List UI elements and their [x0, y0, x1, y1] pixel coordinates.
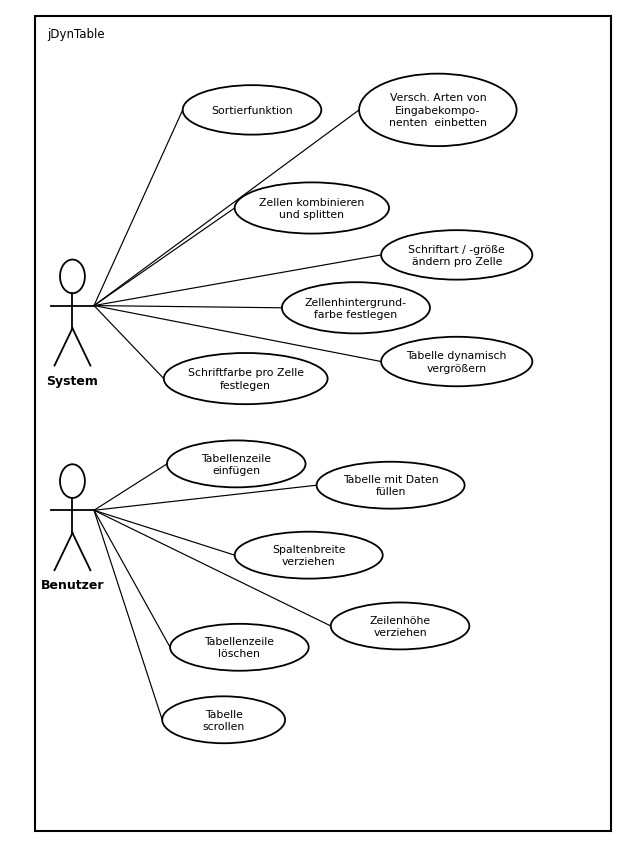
Text: Tabellenzeile
löschen: Tabellenzeile löschen: [204, 636, 275, 659]
Text: Zeilenhöhe
verziehen: Zeilenhöhe verziehen: [369, 615, 431, 637]
Text: Tabelle dynamisch
vergrößern: Tabelle dynamisch vergrößern: [406, 351, 507, 373]
Text: Schriftart / -größe
ändern pro Zelle: Schriftart / -größe ändern pro Zelle: [408, 245, 505, 267]
Text: Schriftfarbe pro Zelle
festlegen: Schriftfarbe pro Zelle festlegen: [188, 368, 304, 390]
Text: Versch. Arten von
Eingabekompo-
nenten  einbetten: Versch. Arten von Eingabekompo- nenten e…: [389, 94, 487, 128]
Text: jDynTable: jDynTable: [47, 28, 105, 41]
Text: Zellen kombinieren
und splitten: Zellen kombinieren und splitten: [259, 198, 365, 220]
Text: Tabelle
scrollen: Tabelle scrollen: [202, 709, 245, 731]
Text: Spaltenbreite
verziehen: Spaltenbreite verziehen: [272, 544, 345, 567]
Text: Benutzer: Benutzer: [41, 579, 104, 591]
Text: Tabellenzeile
einfügen: Tabellenzeile einfügen: [201, 453, 272, 475]
Text: Sortierfunktion: Sortierfunktion: [211, 106, 293, 116]
Text: System: System: [47, 374, 98, 387]
Text: Tabelle mit Daten
füllen: Tabelle mit Daten füllen: [343, 475, 438, 497]
Text: Zellenhintergrund-
farbe festlegen: Zellenhintergrund- farbe festlegen: [305, 297, 407, 320]
